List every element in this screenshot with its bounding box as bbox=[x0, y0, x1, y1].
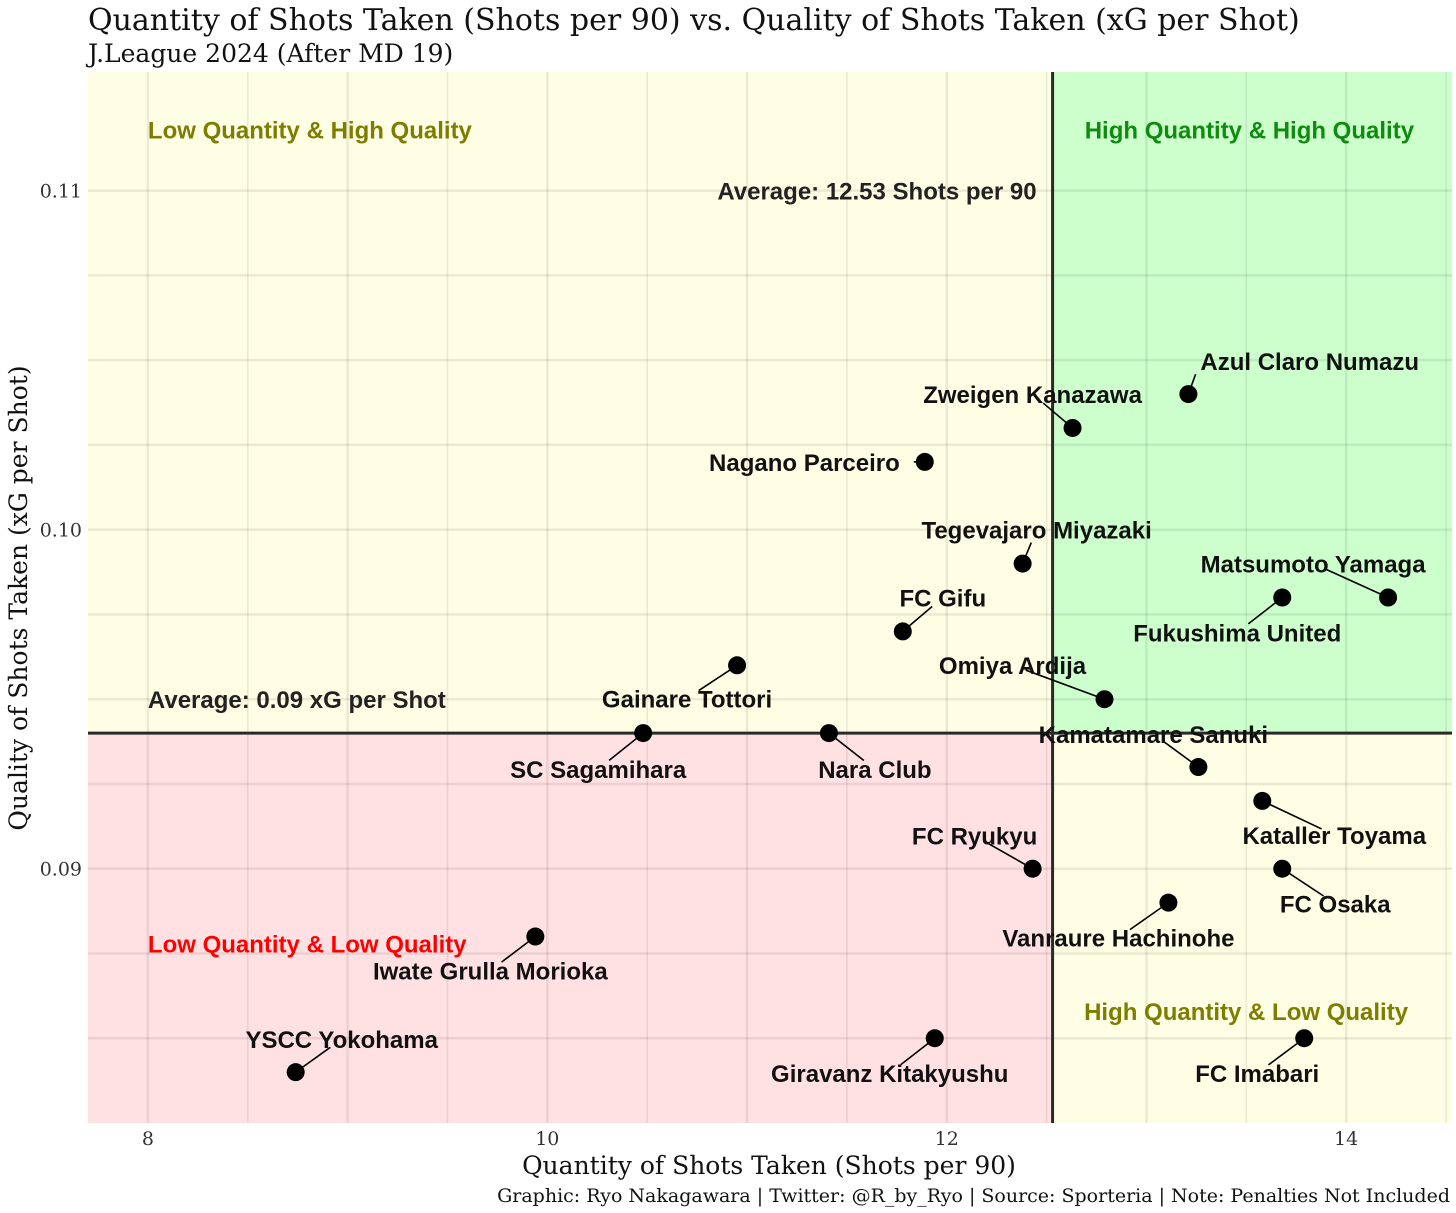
average-y-label: Average: 0.09 xG per Shot bbox=[148, 687, 446, 714]
point-label: Azul Claro Numazu bbox=[1200, 349, 1419, 376]
point-label: Giravanz Kitakyushu bbox=[771, 1061, 1008, 1088]
quadrant-label: Low Quantity & Low Quality bbox=[148, 931, 467, 958]
data-point bbox=[1063, 418, 1082, 437]
point-label: Tegevajaro Miyazaki bbox=[921, 518, 1151, 545]
data-point bbox=[1379, 588, 1398, 607]
chart-title: Quantity of Shots Taken (Shots per 90) v… bbox=[88, 3, 1300, 38]
data-point bbox=[526, 927, 545, 946]
quadrant-background bbox=[88, 72, 1053, 734]
point-label: FC Osaka bbox=[1280, 892, 1391, 919]
team-labels: Azul Claro Numazu Zweigen Kanazawa Nagano … bbox=[245, 349, 1426, 1088]
quadrant-labels: Low Quantity & High Quality High Quantity… bbox=[148, 118, 1415, 1026]
quadrant-backgrounds bbox=[88, 72, 1452, 1123]
quadrant-background bbox=[88, 733, 1053, 1123]
point-label: Iwate Grulla Morioka bbox=[373, 959, 608, 986]
y-axis-label: Quality of Shots Taken (xG per Shot) bbox=[4, 365, 33, 830]
quadrant-label: High Quantity & High Quality bbox=[1085, 118, 1415, 145]
quadrant-background bbox=[1052, 72, 1452, 734]
grid-lines bbox=[88, 72, 1452, 1123]
data-point bbox=[1023, 859, 1042, 878]
x-axis-label: Quantity of Shots Taken (Shots per 90) bbox=[522, 1151, 1016, 1180]
x-tick-label: 8 bbox=[142, 1128, 154, 1150]
point-label: Zweigen Kanazawa bbox=[923, 382, 1142, 409]
chart-caption: Graphic: Ryo Nakagawara | Twitter: @R_by… bbox=[497, 1185, 1450, 1207]
y-tick-label: 0.11 bbox=[40, 181, 82, 203]
data-points bbox=[286, 385, 1398, 1082]
x-tick-label: 14 bbox=[1334, 1128, 1358, 1150]
data-point bbox=[893, 622, 912, 641]
data-point bbox=[1159, 893, 1178, 912]
quadrant-label: Low Quantity & High Quality bbox=[148, 118, 473, 145]
average-x-label: Average: 12.53 Shots per 90 bbox=[717, 179, 1036, 206]
point-label: FC Imabari bbox=[1195, 1061, 1319, 1088]
point-label: FC Ryukyu bbox=[912, 824, 1037, 851]
x-tick-label: 12 bbox=[935, 1128, 959, 1150]
leader-line bbox=[1025, 669, 1105, 700]
leader-line bbox=[1325, 568, 1389, 599]
data-point bbox=[1273, 588, 1292, 607]
data-point bbox=[1253, 791, 1272, 810]
point-label: Nagano Parceiro bbox=[709, 450, 900, 477]
quadrant-label: High Quantity & Low Quality bbox=[1084, 999, 1409, 1026]
axis-ticks: 8 10 12 14 0.09 0.10 0.11 bbox=[40, 181, 1359, 1150]
point-label: Gainare Tottori bbox=[602, 686, 772, 713]
data-point bbox=[1273, 859, 1292, 878]
data-point bbox=[728, 656, 747, 675]
chart-subtitle: J.League 2024 (After MD 19) bbox=[85, 39, 453, 68]
point-label: Vanraure Hachinohe bbox=[1002, 926, 1234, 953]
x-tick-label: 10 bbox=[535, 1128, 559, 1150]
leader-line bbox=[1261, 800, 1322, 830]
data-point bbox=[1179, 385, 1198, 404]
data-point bbox=[1295, 1029, 1314, 1048]
point-label: Omiya Ardija bbox=[939, 653, 1087, 680]
point-label: Matsumoto Yamaga bbox=[1201, 552, 1427, 579]
data-point bbox=[1013, 554, 1032, 573]
data-point bbox=[925, 1029, 944, 1048]
average-lines bbox=[88, 72, 1452, 1123]
data-point bbox=[819, 724, 838, 743]
point-label: Kataller Toyama bbox=[1242, 823, 1426, 850]
point-label: FC Gifu bbox=[899, 585, 986, 612]
point-label: Fukushima United bbox=[1133, 621, 1341, 648]
data-point bbox=[1095, 690, 1114, 709]
point-label: Kamatamare Sanuki bbox=[1039, 722, 1268, 749]
data-point bbox=[634, 724, 653, 743]
quadrant-background bbox=[1052, 733, 1452, 1123]
data-point bbox=[915, 452, 934, 471]
data-point bbox=[286, 1063, 305, 1082]
y-tick-label: 0.10 bbox=[40, 520, 82, 542]
data-point bbox=[1189, 758, 1208, 777]
point-label: Nara Club bbox=[818, 757, 931, 784]
point-label: SC Sagamihara bbox=[510, 757, 687, 784]
y-tick-label: 0.09 bbox=[40, 859, 82, 881]
point-label: YSCC Yokohama bbox=[245, 1027, 438, 1054]
